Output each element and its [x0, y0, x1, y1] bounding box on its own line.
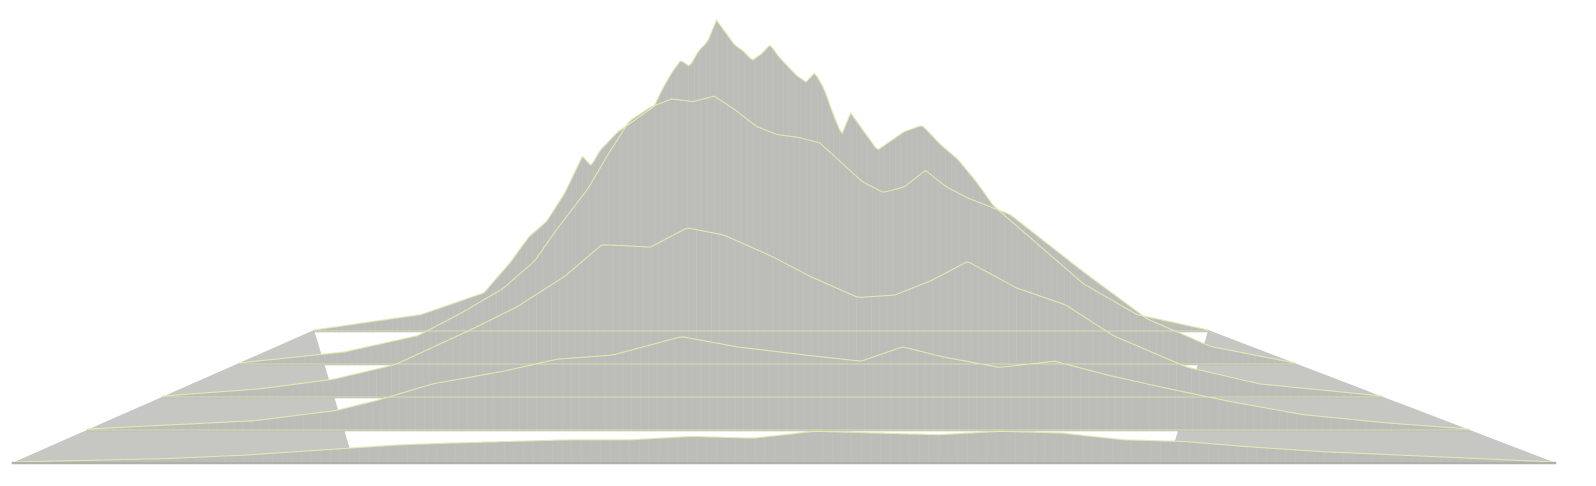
ridge-line-2	[162, 227, 1383, 397]
ridge-line-0	[11, 430, 1557, 463]
surface-hatching	[11, 19, 1557, 465]
ridge-line-1	[87, 336, 1470, 430]
ridge-lines	[11, 18, 1557, 464]
ridge-line-3	[238, 95, 1296, 364]
ridge-line-4	[314, 18, 1209, 331]
